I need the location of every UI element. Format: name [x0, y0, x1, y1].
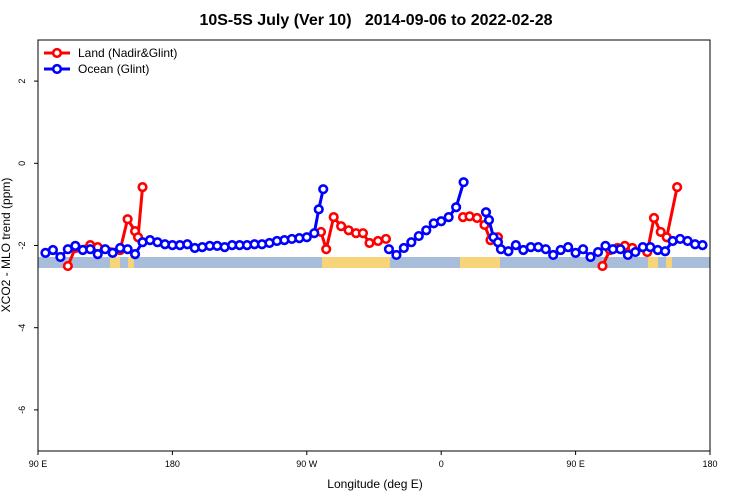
data-point: [328, 212, 339, 223]
x-tick-label: 90 E: [29, 459, 48, 469]
data-point: [577, 244, 589, 255]
y-tick-label: -2: [17, 241, 27, 249]
legend-label: Ocean (Glint): [78, 62, 149, 76]
data-point: [182, 239, 193, 250]
data-point: [309, 228, 320, 239]
land-ocean-strip: [38, 257, 710, 268]
data-point: [318, 184, 329, 195]
data-point: [406, 237, 417, 248]
x-tick-label: 90 E: [566, 459, 585, 469]
y-tick-label: 2: [17, 79, 27, 84]
y-tick-label: 0: [17, 161, 27, 166]
data-point: [510, 239, 521, 251]
data-point: [372, 235, 384, 247]
data-point: [451, 202, 462, 213]
data-point: [443, 212, 454, 223]
data-point: [321, 244, 332, 255]
data-point: [421, 225, 432, 236]
data-point: [413, 230, 424, 242]
data-point: [471, 212, 483, 224]
data-point: [436, 216, 447, 227]
data-point: [107, 247, 118, 258]
data-point: [55, 251, 66, 263]
data-point: [383, 244, 395, 255]
data-point: [301, 232, 312, 243]
data-point: [615, 244, 626, 255]
y-tick-label: -6: [17, 406, 27, 414]
data-point: [380, 233, 392, 245]
data-point: [100, 244, 111, 255]
data-point: [47, 244, 59, 256]
data-point: [129, 249, 141, 260]
data-point: [480, 207, 492, 218]
data-point: [648, 212, 660, 224]
x-tick-label: 90 W: [296, 459, 318, 469]
y-axis-label: XCO2 - MLO trend (ppm): [0, 178, 13, 313]
legend-marker: [51, 63, 63, 75]
legend-label: Land (Nadir&Glint): [78, 46, 177, 60]
series-line: [66, 186, 679, 267]
data-point: [540, 244, 551, 255]
chart-title: 10S-5S July (Ver 10) 2014-09-06 to 2022-…: [199, 12, 552, 29]
data-point: [458, 177, 469, 188]
data-point: [597, 260, 608, 272]
data-point: [398, 242, 409, 254]
data-point: [122, 214, 133, 225]
data-point: [137, 182, 148, 193]
data-point: [570, 247, 581, 258]
data-point: [592, 246, 604, 258]
data-point: [62, 260, 73, 272]
data-point: [391, 249, 402, 261]
data-point: [672, 182, 683, 193]
x-tick-label: 180: [165, 459, 180, 469]
data-point: [483, 214, 495, 226]
data-point: [630, 246, 641, 258]
data-point: [336, 221, 347, 232]
data-point: [122, 244, 133, 255]
data-point: [92, 249, 103, 260]
data-point: [364, 237, 375, 249]
data-point: [548, 249, 559, 261]
data-point: [697, 239, 708, 251]
data-point: [655, 226, 666, 238]
data-point: [85, 244, 96, 255]
data-point: [585, 251, 596, 263]
data-point: [563, 242, 574, 253]
data-point: [503, 246, 514, 257]
x-axis-label: Longitude (deg E): [327, 477, 422, 491]
data-point: [357, 228, 369, 239]
y-tick-label: -4: [17, 324, 27, 332]
data-point: [660, 246, 671, 257]
data-point: [70, 240, 81, 252]
x-tick-label: 0: [439, 459, 444, 469]
data-point: [313, 204, 324, 215]
x-tick-label: 180: [702, 459, 717, 469]
legend-marker: [51, 47, 63, 59]
legend: Land (Nadir&Glint) Ocean (Glint): [44, 46, 177, 76]
